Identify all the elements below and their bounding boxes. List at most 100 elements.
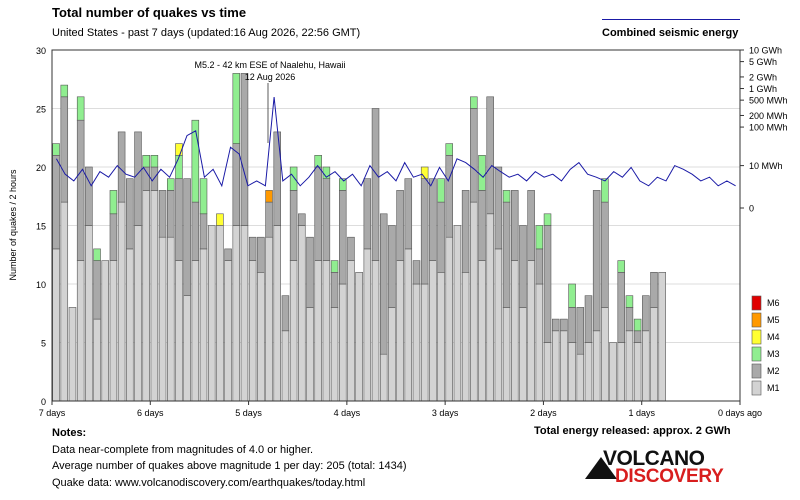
bar-M1 [617,342,625,402]
bar-M1 [511,260,519,402]
bar-M3 [339,178,347,191]
bar-M1 [216,225,224,402]
notes-line-1: Data near-complete from magnitudes of 4.… [52,443,314,456]
bar-M3 [445,143,453,156]
bar-M2 [461,190,470,273]
y-tick-label: 15 [36,222,46,232]
bar-M1 [379,353,388,402]
bar-M2 [167,190,175,238]
y-tick-label: 0 [41,397,46,407]
bar-M2 [224,248,232,261]
volcano-icon [585,457,617,479]
bar-M2 [412,260,421,285]
bar-M1 [330,307,339,402]
bar-M2 [134,131,142,226]
bar-M3 [109,190,118,215]
bar-M2 [85,166,93,226]
bar-M1 [93,318,101,402]
bar-M2 [60,96,69,203]
bar-M1 [134,225,142,402]
bar-M1 [60,201,69,402]
bar-M1 [650,307,658,402]
x-tick-label: 3 days [432,408,459,418]
bar-M2 [379,213,388,355]
total-energy: Total energy released: approx. 2 GWh [534,425,731,437]
bar-M1 [339,283,347,402]
bar-M3 [543,213,552,226]
bar-M3 [289,166,298,191]
bar-M1 [289,260,298,402]
legend-label-M6: M6 [767,298,780,308]
bar-M1 [76,260,85,402]
bar-M3 [617,260,625,273]
bar-M1 [281,330,290,402]
bar-M2 [257,236,265,273]
bar-M2 [232,143,241,226]
y-tick-label: 10 [36,280,46,290]
bar-M1 [248,260,257,402]
x-tick-label: 5 days [235,408,262,418]
legend-swatch-M2 [751,363,762,379]
bar-M2 [576,307,585,355]
bar-M1 [478,260,486,402]
bar-M2 [420,178,429,285]
bar-M3 [232,73,241,144]
bar-M4 [175,143,183,156]
notes-heading: Notes: [52,427,87,439]
bar-M5 [265,190,273,203]
x-tick-label: 4 days [334,408,361,418]
legend-swatch-M4 [751,329,762,345]
bar-M2 [543,225,552,343]
bar-M2 [371,108,380,261]
bar-M2 [633,330,642,343]
bar-M2 [191,201,200,261]
bar-M1 [609,342,617,402]
legend-label-M5: M5 [767,315,780,325]
bar-M2 [109,213,118,261]
bar-M1 [85,225,93,402]
bar-M2 [437,201,445,273]
energy-tick-label: 0 [749,204,754,214]
legend-swatch-M1 [751,380,762,396]
bar-M2 [199,213,208,250]
bar-M2 [527,190,535,261]
bar-M1 [52,248,60,402]
bar-M1 [551,330,560,402]
bar-M2 [298,213,306,226]
bar-M2 [175,178,183,261]
bar-M1 [576,353,585,402]
energy-tick-label: 200 MWh [749,111,788,121]
plot-frame [51,49,741,402]
bar-M1 [658,271,666,402]
bar-M2 [126,178,134,250]
bar-M2 [76,119,85,261]
bar-M1 [519,307,527,402]
volcano-discovery-logo[interactable]: VOLCANO DISCOVERY [585,447,725,489]
bar-M3 [191,119,200,203]
bar-M2 [625,307,634,332]
bar-M2 [93,260,101,320]
legend-swatch-M3 [751,346,762,362]
y-tick-label: 20 [36,163,46,173]
bar-M2 [429,178,437,261]
bar-M1 [322,260,331,402]
quake-chart: 0 5 10 15 20 25 30 7 days 6 days 5 days 4 days 3 d… [8,46,788,419]
bar-M3 [625,295,634,308]
y-axis-ticks: 0 5 10 15 20 25 30 [36,46,46,407]
bar-M1 [388,307,396,402]
bar-M1 [642,330,650,402]
bar-M1 [486,213,494,402]
bar-M2 [584,295,593,343]
x-tick-label: 1 days [628,408,655,418]
notes-line-3[interactable]: Quake data: www.volcanodiscovery.com/ear… [52,476,366,489]
bar-M1 [527,260,535,402]
bar-M2 [306,236,314,308]
chart-title: Total number of quakes vs time [52,5,247,20]
legend-swatch-M5 [751,312,762,328]
bar-M1 [371,260,380,402]
bar-M1 [437,271,445,402]
bar-M1 [412,283,421,402]
bar-M2 [502,201,511,308]
bar-M1 [314,260,322,402]
